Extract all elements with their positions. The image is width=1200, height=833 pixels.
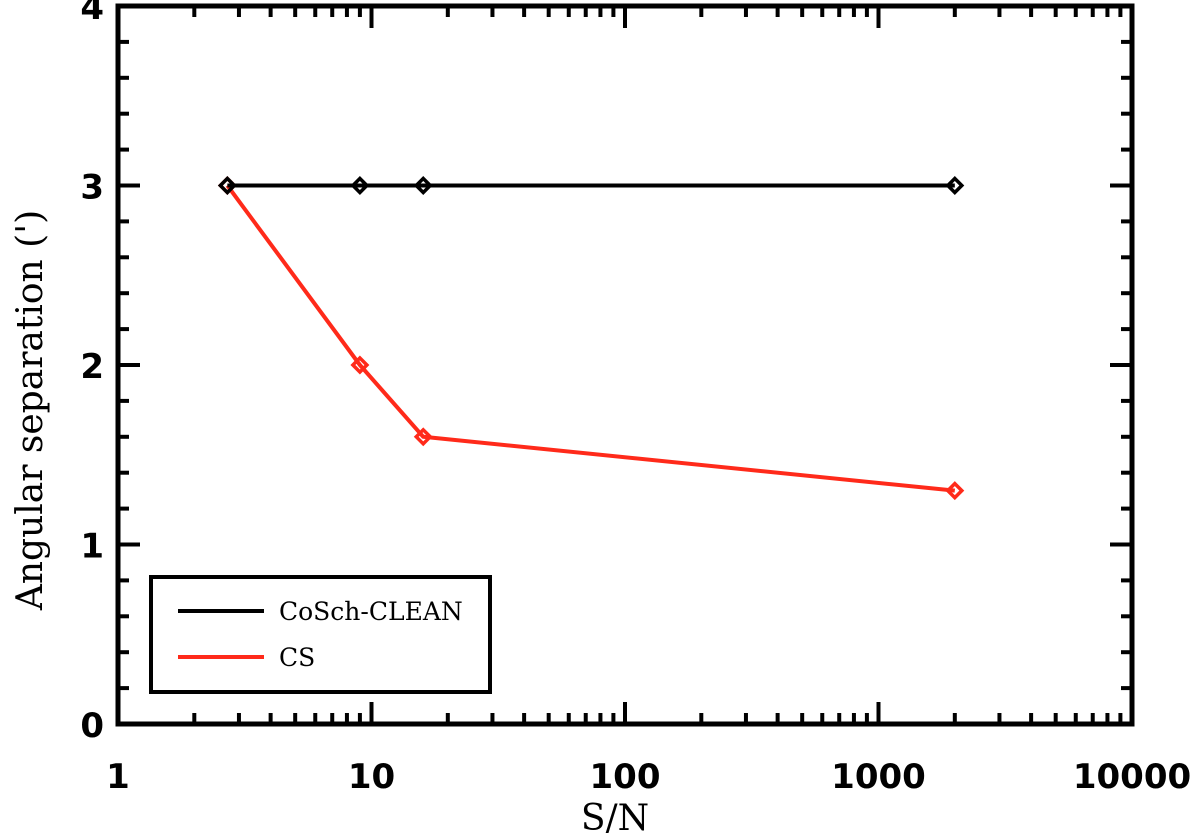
legend: CoSch-CLEAN CS xyxy=(149,575,492,694)
plot-frame xyxy=(115,3,1135,727)
y-tick-label: 0 xyxy=(80,706,104,746)
legend-label-cosch-clean: CoSch-CLEAN xyxy=(279,597,463,626)
data-point-cosch-clean xyxy=(217,176,237,195)
legend-label-cs: CS xyxy=(279,643,315,672)
data-point-cosch-clean xyxy=(413,176,433,195)
x-tick-label: 10 xyxy=(348,757,395,797)
data-point-cs xyxy=(413,427,433,447)
series-line-cs xyxy=(225,184,956,493)
legend-box xyxy=(149,575,492,694)
data-point-cosch-clean xyxy=(945,176,965,195)
series-layer xyxy=(217,176,965,501)
y-axis-label: Angular separation (') xyxy=(10,210,51,611)
y-tick-label: 2 xyxy=(80,347,104,387)
data-point-cs xyxy=(350,355,370,375)
data-point-cs xyxy=(945,481,965,501)
x-tick-label: 100 xyxy=(590,757,661,797)
data-point-cosch-clean xyxy=(350,176,370,195)
x-axis-label: S/N xyxy=(581,798,649,833)
x-tick-label: 10000 xyxy=(1073,757,1191,797)
x-tick-label: 1 xyxy=(106,757,130,797)
y-tick-label: 4 xyxy=(80,0,104,28)
y-tick-label: 3 xyxy=(80,168,104,208)
y-tick-label: 1 xyxy=(80,527,104,567)
x-tick-label: 1000 xyxy=(831,757,926,797)
